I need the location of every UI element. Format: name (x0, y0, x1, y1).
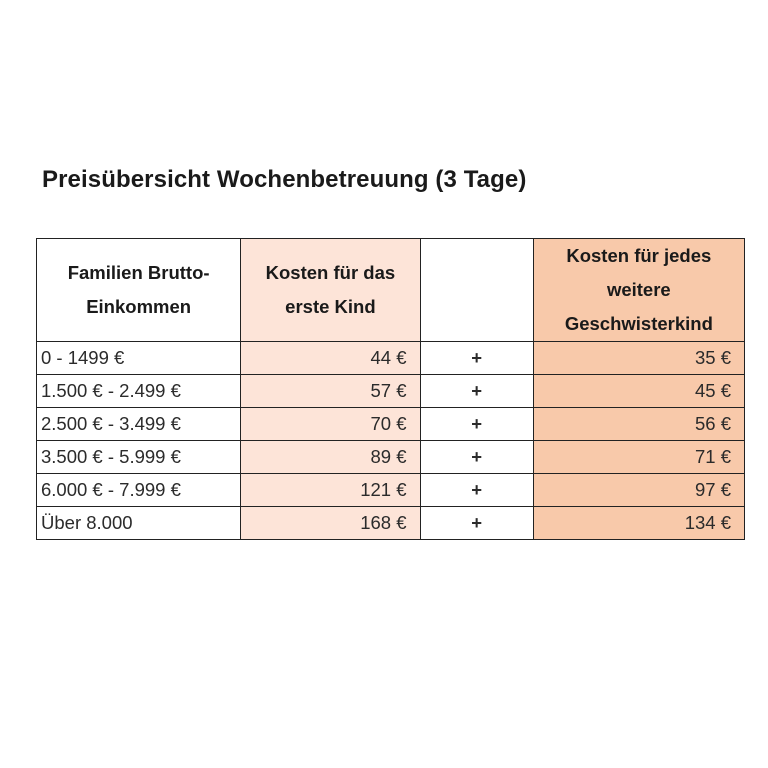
sibling-cost-cell: 134 € (532, 506, 746, 540)
header-income-line1: Familien Brutto- (67, 262, 210, 283)
sibling-cost-cell: 35 € (532, 341, 746, 375)
first-child-cost-cell: 168 € (240, 506, 421, 540)
plus-icon: + (419, 407, 534, 441)
plus-icon: + (419, 473, 534, 507)
plus-icon: + (419, 374, 534, 408)
plus-icon: + (419, 440, 534, 474)
table-row: 3.500 € - 5.999 € 89 € + 71 € (35, 440, 746, 474)
first-child-cost-cell: 89 € (240, 440, 421, 474)
page-title: Preisübersicht Wochenbetreuung (3 Tage) (42, 166, 527, 193)
table-row: Über 8.000 168 € + 134 € (35, 506, 746, 540)
sibling-cost-cell: 56 € (532, 407, 746, 441)
header-first-child-line1: Kosten für das (265, 262, 396, 283)
sibling-cost-cell: 71 € (532, 440, 746, 474)
income-cell: Über 8.000 (35, 506, 242, 540)
first-child-cost-cell: 121 € (240, 473, 421, 507)
table-row: 0 - 1499 € 44 € + 35 € (35, 341, 746, 375)
sibling-cost-cell: 45 € (532, 374, 746, 408)
income-cell: 6.000 € - 7.999 € (35, 473, 242, 507)
header-sibling-line2: weitere (606, 279, 671, 300)
header-operator (419, 238, 534, 342)
income-cell: 0 - 1499 € (35, 341, 242, 375)
plus-icon: + (419, 506, 534, 540)
table-header-row: Familien Brutto- Einkommen Kosten für da… (35, 238, 746, 342)
header-income-line2: Einkommen (86, 296, 192, 317)
table-row: 2.500 € - 3.499 € 70 € + 56 € (35, 407, 746, 441)
price-table: Familien Brutto- Einkommen Kosten für da… (35, 238, 746, 540)
first-child-cost-cell: 57 € (240, 374, 421, 408)
header-sibling: Kosten für jedes weitere Geschwisterkind (532, 238, 746, 342)
first-child-cost-cell: 70 € (240, 407, 421, 441)
header-first-child-line2: erste Kind (285, 296, 376, 317)
table-row: 6.000 € - 7.999 € 121 € + 97 € (35, 473, 746, 507)
header-sibling-line3: Geschwisterkind (564, 313, 713, 334)
table-row: 1.500 € - 2.499 € 57 € + 45 € (35, 374, 746, 408)
header-first-child: Kosten für das erste Kind (240, 238, 421, 342)
sibling-cost-cell: 97 € (532, 473, 746, 507)
header-income: Familien Brutto- Einkommen (35, 238, 242, 342)
income-cell: 2.500 € - 3.499 € (35, 407, 242, 441)
first-child-cost-cell: 44 € (240, 341, 421, 375)
plus-icon: + (419, 341, 534, 375)
income-cell: 3.500 € - 5.999 € (35, 440, 242, 474)
header-sibling-line1: Kosten für jedes (566, 245, 712, 266)
income-cell: 1.500 € - 2.499 € (35, 374, 242, 408)
